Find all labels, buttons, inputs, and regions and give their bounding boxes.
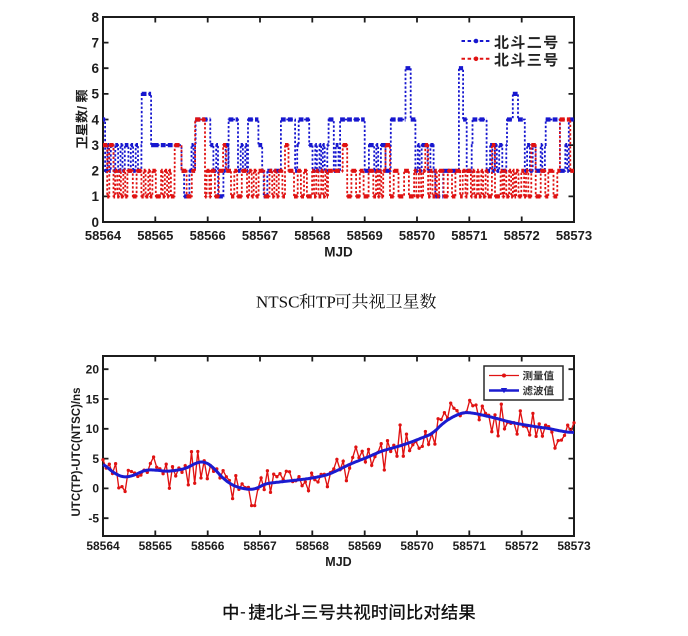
svg-text:-5: -5 [88,512,99,526]
svg-text:58573: 58573 [557,539,591,553]
svg-text:58568: 58568 [296,539,330,553]
svg-text:NTSC: NTSC [256,293,299,312]
svg-text:58567: 58567 [242,228,278,243]
svg-text:58567: 58567 [243,539,277,553]
svg-text:58564: 58564 [86,539,120,553]
svg-text:58566: 58566 [191,539,225,553]
svg-text:58564: 58564 [85,228,122,243]
svg-text:58571: 58571 [451,228,487,243]
svg-text:7: 7 [91,35,99,50]
svg-text:3: 3 [91,138,99,153]
svg-text:6: 6 [91,61,99,76]
svg-text:0: 0 [92,482,99,496]
svg-text:5: 5 [92,452,99,466]
svg-text:TP: TP [316,293,336,312]
svg-text:58569: 58569 [348,539,382,553]
svg-text:58573: 58573 [556,228,592,243]
svg-text:MJD: MJD [325,555,351,569]
svg-text:/: / [75,106,90,110]
svg-text:10: 10 [86,422,100,436]
svg-text:58568: 58568 [294,228,330,243]
svg-text:58565: 58565 [137,228,173,243]
svg-text:20: 20 [86,363,100,377]
svg-text:2: 2 [91,164,99,179]
svg-text:-: - [240,602,246,622]
svg-text:0: 0 [91,215,99,230]
svg-text:1: 1 [91,189,99,204]
svg-text:58570: 58570 [399,228,435,243]
svg-text:5: 5 [91,87,99,102]
svg-text:58572: 58572 [505,539,539,553]
svg-text:58565: 58565 [139,539,173,553]
svg-text:15: 15 [86,392,100,406]
svg-text:58570: 58570 [400,539,434,553]
svg-text:58566: 58566 [190,228,226,243]
svg-text:8: 8 [91,10,99,25]
svg-text:58569: 58569 [347,228,383,243]
svg-text:58571: 58571 [453,539,487,553]
svg-text:4: 4 [91,112,99,127]
svg-text:UTC(TP)-UTC(NTSC)/ns: UTC(TP)-UTC(NTSC)/ns [71,387,83,516]
svg-text:58572: 58572 [504,228,540,243]
svg-text:MJD: MJD [324,245,353,260]
